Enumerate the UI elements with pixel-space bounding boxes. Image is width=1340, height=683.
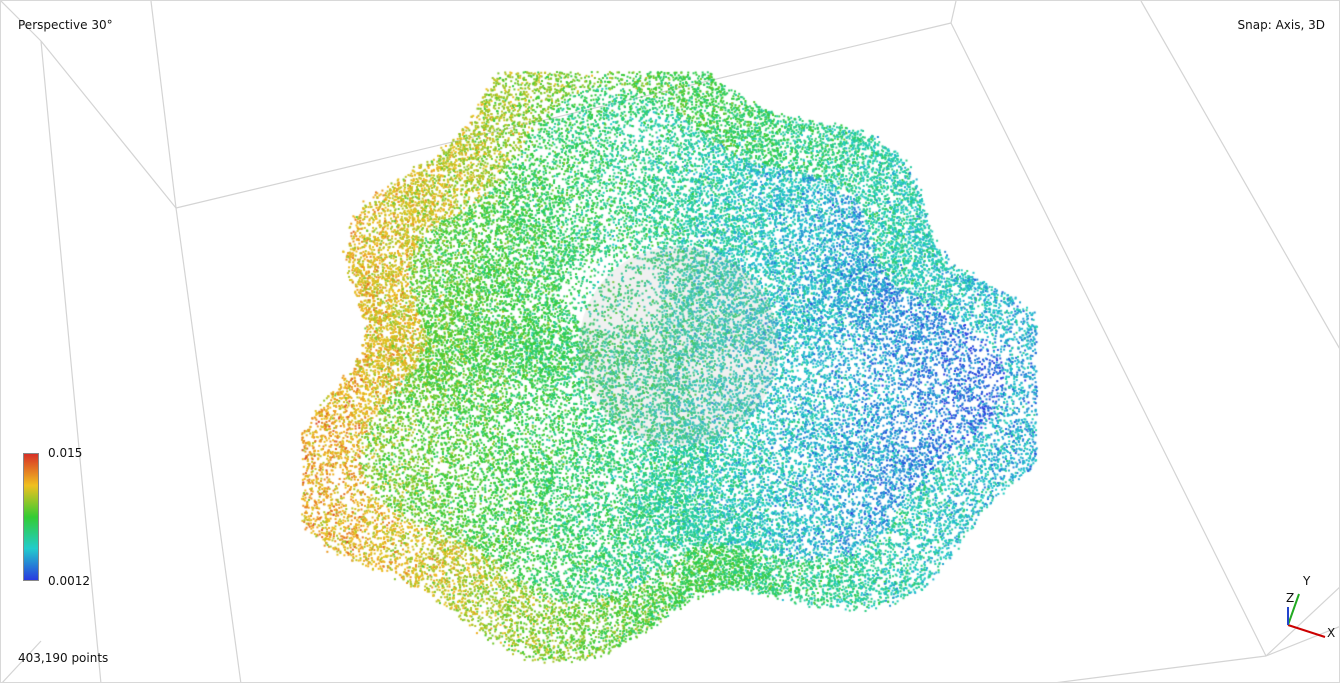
- x-axis-line: [1287, 624, 1326, 638]
- snap-mode-label: Snap: Axis, 3D: [1237, 18, 1325, 32]
- z-axis-label: Z: [1286, 591, 1294, 605]
- colorbar-max-label: 0.015: [48, 446, 83, 460]
- y-axis-label: Y: [1302, 574, 1311, 588]
- projection-label: Perspective 30°: [18, 18, 113, 32]
- x-axis-label: X: [1327, 626, 1335, 640]
- colorbar-gradient: [23, 453, 39, 581]
- point-count-label: 403,190 points: [18, 651, 109, 665]
- axis-gizmo[interactable]: X Y Z: [1277, 569, 1340, 643]
- y-axis-line: [1287, 593, 1300, 626]
- colorbar-min-label: 0.0012: [48, 574, 90, 588]
